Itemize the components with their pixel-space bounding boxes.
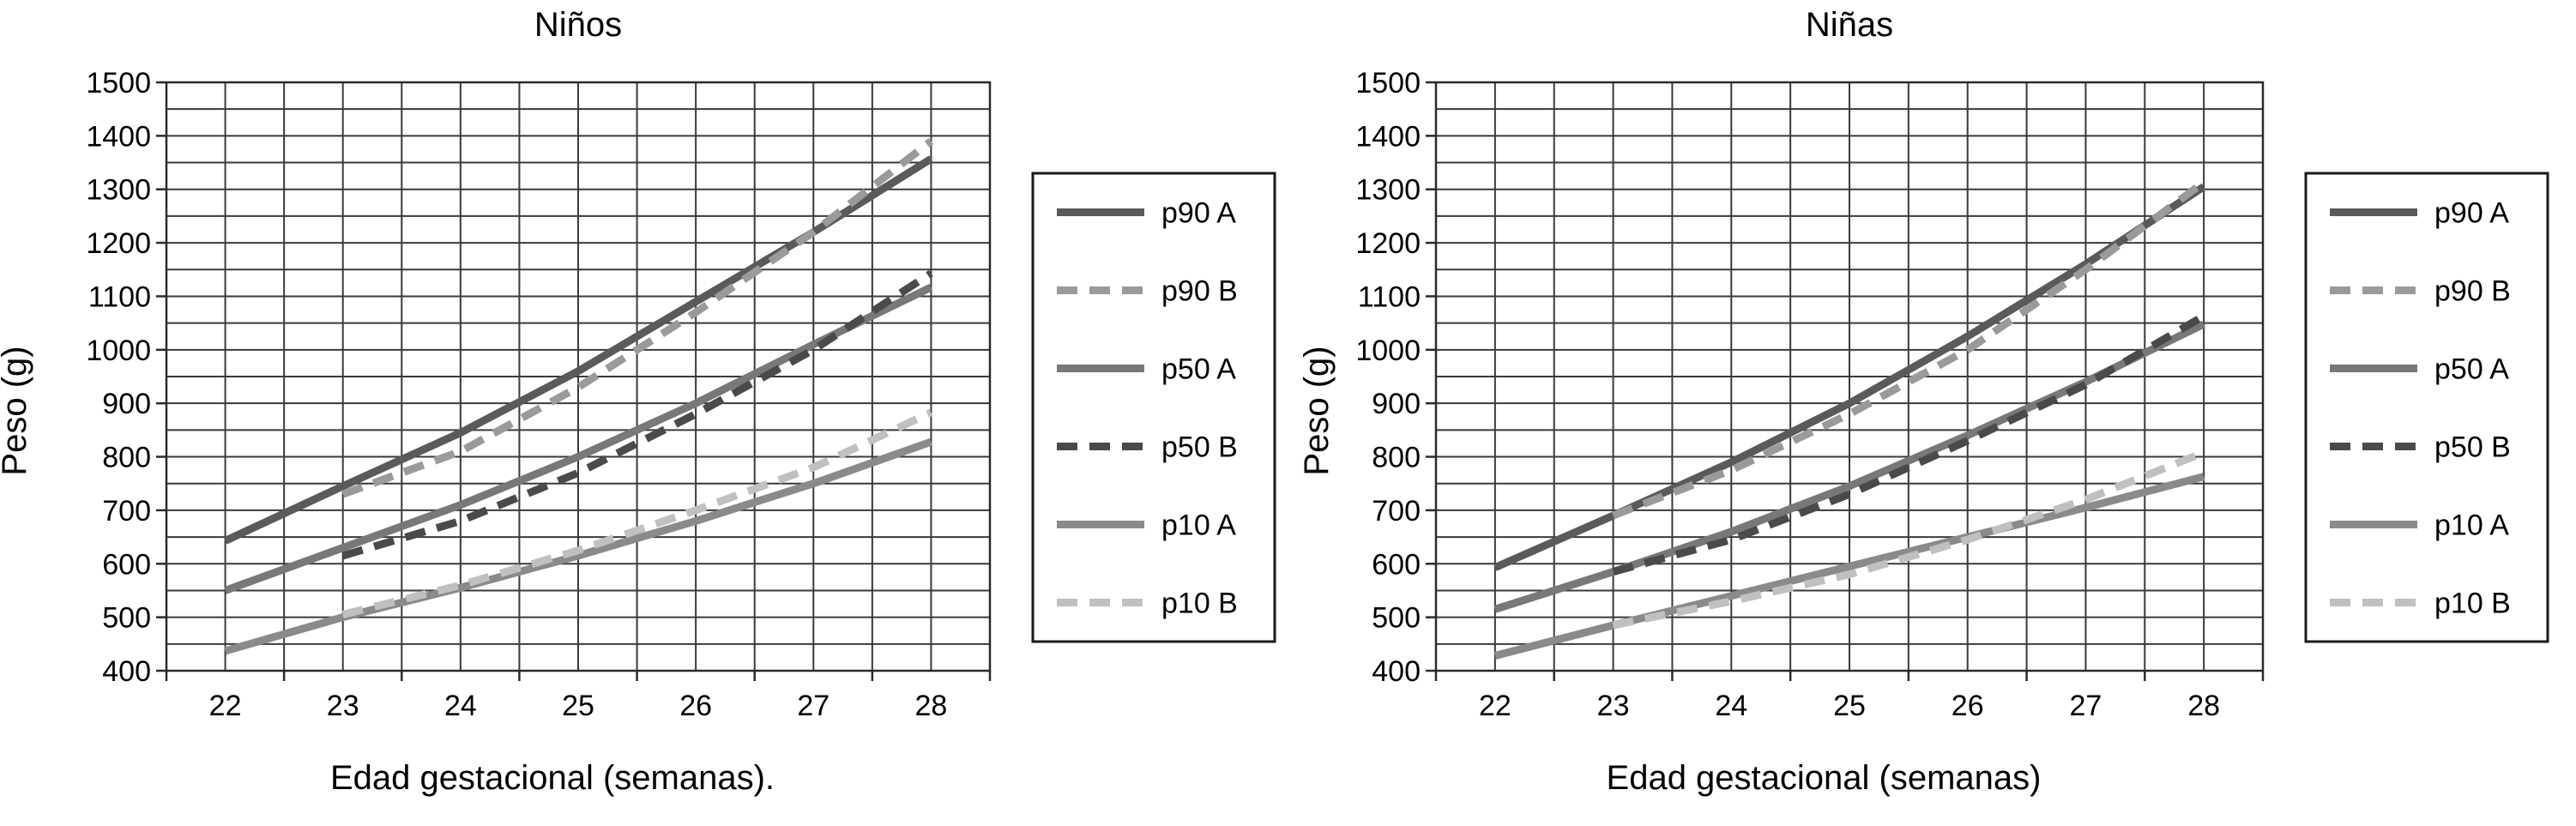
- series-line-p50-a: [224, 283, 933, 594]
- legend-label: p50 A: [1161, 353, 1236, 386]
- y-tick-label: 1200: [1355, 227, 1421, 260]
- series-line-p90-b: [1611, 178, 2206, 520]
- y-tick-label: 1100: [1358, 280, 1421, 313]
- chart-title: Niñas: [1806, 6, 1893, 44]
- x-tick-label: 26: [1952, 690, 1984, 722]
- y-tick-label: 600: [1372, 548, 1421, 581]
- y-tick-label: 600: [102, 548, 151, 581]
- y-tick-label: 800: [1372, 442, 1421, 474]
- y-tick-label: 400: [102, 655, 151, 688]
- y-tick-label: 1500: [1355, 67, 1421, 99]
- plot-area: [165, 81, 992, 672]
- y-tick-label: 700: [1372, 495, 1421, 528]
- x-tick-label: 23: [327, 690, 359, 722]
- legend: p90 A p90 B p50 A p50 B p10 A p10 B: [1031, 172, 1276, 643]
- y-tick-label: 800: [102, 442, 151, 474]
- series-line-p10-b: [341, 408, 933, 618]
- legend: p90 A p90 B p50 A p50 B p10 A p10 B: [2304, 172, 2549, 643]
- y-tick-label: 400: [1372, 655, 1421, 688]
- legend-label: p50 B: [2434, 431, 2511, 464]
- legend-label: p90 B: [2434, 275, 2511, 308]
- y-tick-label: 900: [1372, 388, 1421, 420]
- x-axis-label: Edad gestacional (semanas): [1607, 759, 2042, 797]
- x-tick-label: 28: [2187, 690, 2220, 722]
- y-tick-label: 900: [102, 388, 151, 420]
- x-tick-label: 24: [1715, 690, 1747, 722]
- x-tick-label: 27: [2070, 690, 2102, 722]
- x-tick-label: 24: [444, 690, 477, 722]
- y-tick-label: 1500: [86, 67, 151, 99]
- grid: [1435, 81, 2264, 672]
- legend-label: p50 A: [2434, 353, 2509, 386]
- y-tick-label: 1300: [1355, 174, 1421, 207]
- legend-label: p10 B: [2434, 588, 2511, 620]
- legend-box: [1031, 172, 1276, 643]
- chart-1: 400 500 600 700 800 900 1000 1100 1200 1300 1400 15…: [0, 6, 1276, 797]
- legend-label: p90 A: [2434, 197, 2509, 230]
- y-tick-label: 1300: [86, 174, 151, 207]
- grid: [166, 81, 991, 672]
- x-tick-label: 22: [1479, 690, 1511, 722]
- legend-label: p90 A: [1161, 197, 1236, 230]
- x-tick-label: 26: [679, 690, 712, 722]
- legend-box: [2304, 172, 2549, 643]
- legend-label: p10 A: [1161, 509, 1236, 542]
- y-tick-label: 1100: [88, 280, 151, 313]
- x-tick-label: 25: [562, 690, 594, 722]
- x-axis-label: Edad gestacional (semanas).: [330, 759, 775, 797]
- y-tick-label: 500: [102, 602, 151, 635]
- plot-area: [1434, 81, 2265, 672]
- series-line-p10-b: [1612, 449, 2205, 630]
- x-tick-label: 22: [209, 690, 242, 722]
- chart-2: 400 500 600 700 800 900 1000 1100 1200 1300 1400 15…: [1298, 6, 2549, 797]
- legend-label: p10 B: [1161, 588, 1238, 620]
- x-tick-label: 25: [1833, 690, 1866, 722]
- series-line-p90-b: [341, 138, 934, 498]
- series-line-p50-b: [341, 269, 933, 560]
- y-tick-label: 1000: [86, 335, 151, 367]
- y-axis-label: Peso (g): [0, 346, 33, 475]
- x-tick-label: 28: [915, 690, 948, 722]
- series-line-p10-a: [224, 437, 932, 655]
- x-tick-label: 23: [1597, 690, 1630, 722]
- y-axis-label: Peso (g): [1298, 346, 1336, 475]
- series-line-p50-b: [1612, 312, 2206, 576]
- legend-label: p10 A: [2434, 509, 2509, 542]
- y-tick-label: 1000: [1355, 335, 1421, 367]
- y-tick-label: 700: [102, 495, 151, 528]
- y-tick-label: 1400: [1355, 120, 1421, 153]
- x-tick-label: 27: [797, 690, 830, 722]
- y-tick-label: 500: [1372, 602, 1421, 635]
- legend-label: p50 B: [1161, 431, 1238, 464]
- y-tick-label: 1400: [86, 120, 151, 153]
- chart-title: Niños: [534, 6, 622, 44]
- y-tick-label: 1200: [86, 227, 151, 260]
- legend-label: p90 B: [1161, 275, 1238, 308]
